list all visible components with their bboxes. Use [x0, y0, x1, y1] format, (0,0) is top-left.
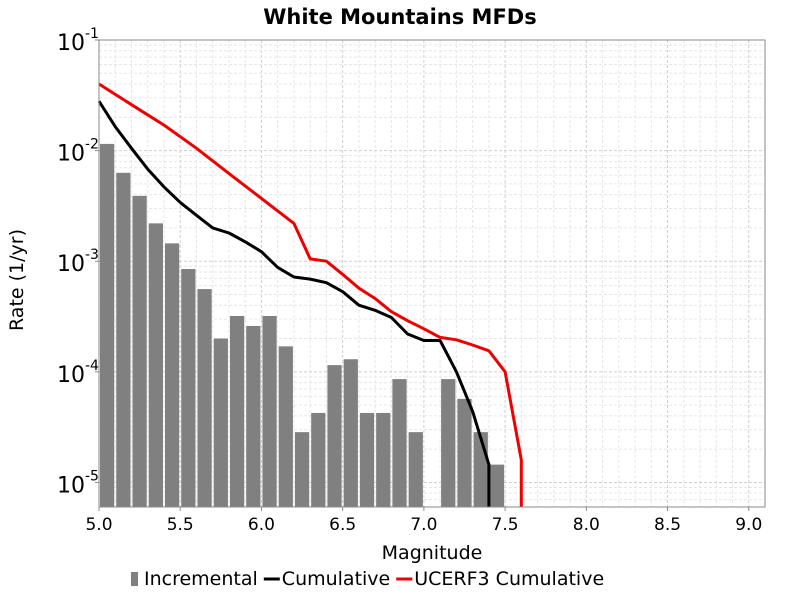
y-tick-label: 10-3: [57, 247, 99, 277]
x-tick-label: 9.0: [735, 515, 762, 535]
legend-label: UCERF3 Cumulative: [414, 568, 604, 590]
plot-frame: [98, 39, 766, 508]
y-tick-label: 10-1: [57, 26, 99, 56]
incremental-bar: [229, 315, 245, 507]
cumulative-lines: [97, 82, 523, 507]
incremental-bar: [262, 315, 277, 507]
incremental-bar: [100, 143, 115, 508]
x-tick-label: 6.5: [329, 515, 356, 535]
y-tick-label: 10-2: [57, 137, 99, 167]
cumulative-line: [97, 100, 491, 507]
incremental-bar: [408, 432, 423, 507]
incremental-bar: [376, 412, 391, 507]
incremental-bar: [311, 412, 326, 507]
incremental-bar: [473, 432, 488, 507]
x-tick-label: 8.0: [573, 515, 600, 535]
incremental-bar: [343, 359, 358, 507]
incremental-bar: [392, 379, 407, 507]
incremental-bar: [278, 346, 293, 507]
ucerf3-cumulative-line: [98, 82, 523, 507]
legend: Incremental Cumulative UCERF3 Cumulative: [131, 568, 604, 590]
incremental-bar: [294, 432, 310, 507]
incremental-bar: [132, 195, 147, 507]
legend-label: Cumulative: [282, 568, 390, 590]
y-tick-labels: 10-1 10-2 10-3 10-4 10-5: [57, 26, 99, 498]
incremental-bars: [100, 143, 505, 508]
y-axis-label: Rate (1/yr): [6, 229, 28, 331]
x-tick-label: 7.5: [492, 515, 519, 535]
x-tick-label: 8.5: [654, 515, 681, 535]
incremental-bar: [359, 412, 375, 507]
x-tick-label: 5.5: [167, 515, 194, 535]
incremental-bar: [213, 338, 228, 507]
x-tick-label: 7.0: [410, 515, 437, 535]
incremental-bar: [116, 172, 131, 507]
x-tick-label: 5.0: [85, 515, 112, 535]
incremental-bar: [197, 289, 212, 507]
incremental-bar: [327, 365, 342, 507]
incremental-bar: [441, 379, 456, 507]
chart-title: White Mountains MFDs: [263, 5, 536, 29]
y-tick-label: 10-5: [57, 468, 99, 498]
x-tick-label: 6.0: [248, 515, 275, 535]
incremental-bar: [148, 223, 163, 507]
legend-label: Incremental: [144, 568, 258, 590]
y-tick-label: 10-4: [57, 358, 99, 388]
incremental-bar: [181, 269, 196, 507]
legend-swatch-incremental: [131, 572, 138, 586]
incremental-bar: [164, 243, 180, 507]
x-tick-labels: 5.0 5.5 6.0 6.5 7.0 7.5 8.0 8.5 9.0: [85, 507, 762, 535]
x-axis-label: Magnitude: [382, 542, 483, 564]
incremental-bar: [489, 464, 505, 507]
incremental-bar: [457, 398, 472, 507]
incremental-bar: [246, 325, 261, 507]
